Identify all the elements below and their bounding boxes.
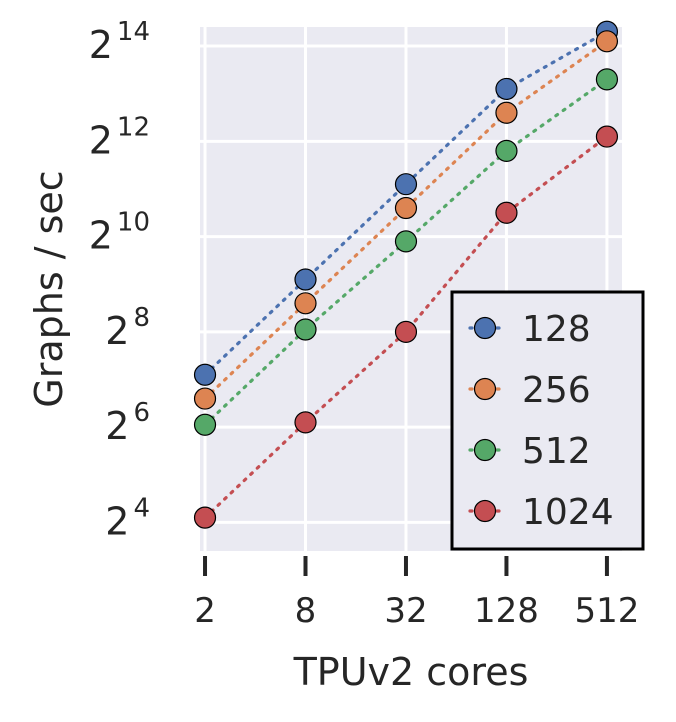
x-tick-label: 2 [194, 591, 216, 631]
x-tick-label: 32 [384, 591, 427, 631]
data-point-128 [394, 173, 418, 196]
data-point-1024 [595, 125, 619, 148]
legend-label-256: 256 [522, 370, 591, 411]
x-tick-label: 128 [474, 591, 539, 631]
x-tick-label: 8 [295, 591, 317, 631]
legend-marker-128 [473, 316, 497, 340]
series-line-1024 [203, 134, 609, 520]
legend-marker-1024 [473, 499, 497, 523]
series-line-128 [203, 30, 609, 377]
legend-marker-256 [473, 377, 497, 401]
y-tick-label: 2 12 [89, 112, 150, 162]
legend-label-512: 512 [522, 431, 591, 472]
series-line-256 [203, 39, 609, 401]
legend: 128 256 512 1024 [450, 290, 645, 551]
data-point-256 [495, 101, 518, 124]
data-point-1024 [495, 201, 518, 224]
y-tick-labels: 2 4 2 6 2 8 2 10 2 12 2 14 [89, 17, 150, 543]
data-point-128 [193, 363, 217, 386]
data-point-256 [595, 30, 619, 53]
data-point-512 [595, 68, 619, 91]
y-tick-label: 2 10 [89, 208, 150, 258]
series-points [193, 20, 619, 529]
data-point-512 [394, 230, 418, 253]
legend-label-1024: 1024 [522, 492, 614, 533]
x-tick-labels: 2 8 32 128 512 [194, 591, 639, 631]
data-point-128 [495, 77, 518, 101]
x-axis-label: TPUv2 cores [293, 650, 529, 694]
data-point-512 [495, 139, 518, 162]
data-point-1024 [294, 411, 317, 434]
data-point-512 [193, 413, 217, 436]
legend-label-128: 128 [522, 309, 591, 350]
x-tick-label: 512 [574, 591, 639, 631]
data-point-1024 [394, 320, 418, 343]
data-point-512 [294, 318, 317, 341]
data-point-256 [294, 292, 317, 315]
data-point-1024 [193, 506, 217, 529]
data-point-256 [193, 387, 217, 410]
axis-ticks [203, 556, 609, 576]
data-point-128 [294, 268, 317, 291]
y-axis-label: Graphs / sec [27, 170, 71, 407]
y-tick-label: 2 14 [89, 17, 150, 67]
data-point-256 [394, 196, 418, 220]
legend-marker-512 [473, 438, 497, 462]
